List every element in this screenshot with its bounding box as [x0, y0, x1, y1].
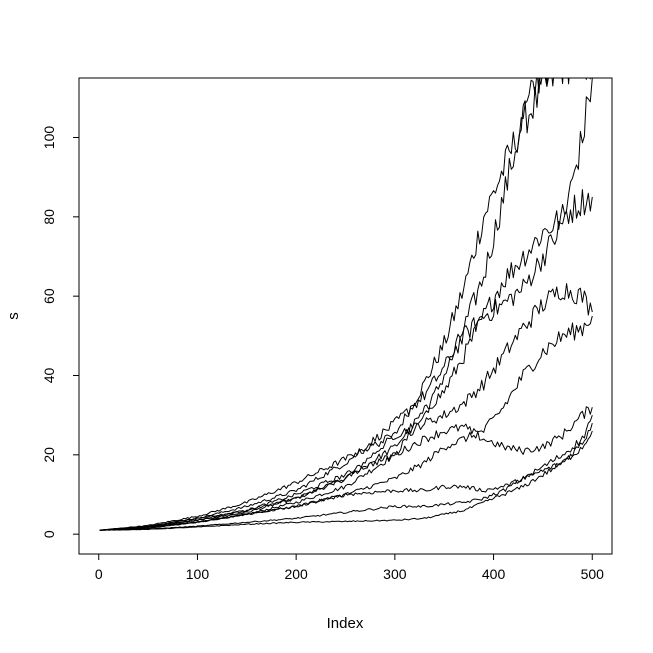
- series-line-3: [99, 189, 593, 531]
- x-axis: 0 100 200 300 400 500: [95, 553, 605, 582]
- series-line-5: [99, 283, 593, 531]
- series-line-2: [99, 78, 591, 531]
- x-tick-label: 200: [284, 566, 308, 582]
- y-axis-title: s: [5, 312, 22, 320]
- x-axis-title: Index: [327, 615, 364, 632]
- series-line-8: [99, 422, 593, 531]
- x-tick-label: 500: [581, 566, 605, 582]
- series-line-1: [99, 78, 570, 531]
- y-tick-label: 40: [41, 368, 57, 384]
- x-tick-label: 300: [383, 566, 407, 582]
- x-tick-label: 0: [95, 566, 103, 582]
- series-line-10: [99, 430, 593, 531]
- y-tick-label: 0: [41, 530, 57, 538]
- y-tick-label: 60: [41, 288, 57, 304]
- x-tick-label: 100: [186, 566, 210, 582]
- series-line-6: [99, 315, 593, 531]
- series-line-7: [99, 406, 593, 531]
- x-tick-label: 400: [482, 566, 506, 582]
- series-line-4: [99, 78, 593, 531]
- y-tick-label: 100: [41, 126, 57, 150]
- y-axis: 0 20 40 60 80 100: [41, 126, 80, 538]
- y-tick-label: 20: [41, 447, 57, 463]
- series-group: [99, 78, 593, 531]
- y-tick-label: 80: [41, 209, 57, 225]
